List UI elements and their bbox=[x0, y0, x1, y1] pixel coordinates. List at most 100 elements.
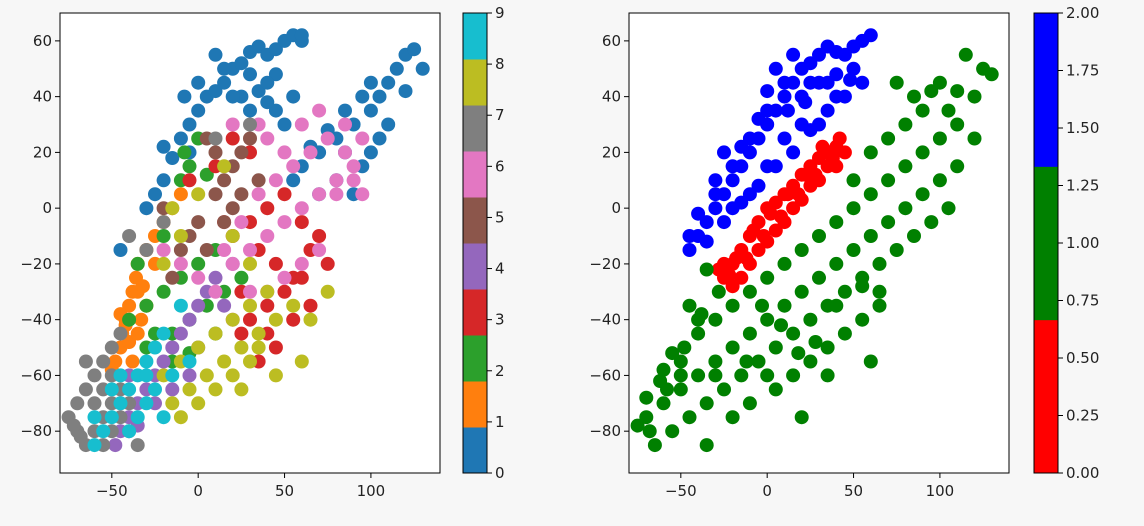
scatter-point-class-1 bbox=[829, 298, 844, 313]
scatter-point-class-5 bbox=[243, 131, 257, 146]
scatter-point-class-1 bbox=[941, 103, 956, 118]
scatter-point-class-1 bbox=[673, 354, 688, 369]
colorbar-tick-label: 0 bbox=[495, 464, 505, 482]
scatter-point-class-0 bbox=[780, 187, 795, 202]
colorbar: 0.00 0.25 0.50 0.75 1.00 1.25 1.50 1.75 2.00 bbox=[1033, 4, 1099, 482]
scatter-point-class-0 bbox=[191, 75, 206, 90]
scatter-point-class-6 bbox=[355, 131, 370, 146]
scatter-point-class-1 bbox=[967, 89, 982, 104]
scatter-point-class-1 bbox=[881, 173, 896, 188]
scatter-point-class-0 bbox=[389, 61, 404, 76]
scatter-point-class-5 bbox=[173, 243, 188, 257]
scatter-point-class-2 bbox=[777, 131, 792, 146]
scatter-point-class-2 bbox=[708, 201, 723, 216]
scatter-point-class-6 bbox=[320, 131, 335, 146]
scatter-point-class-4 bbox=[156, 354, 171, 369]
scatter-point-class-0 bbox=[791, 187, 806, 202]
scatter-point-class-0 bbox=[260, 95, 275, 110]
scatter-point-class-1 bbox=[829, 256, 844, 271]
scatter-point-class-8 bbox=[243, 256, 257, 271]
scatter-point-class-0 bbox=[734, 270, 749, 285]
scatter-point-class-2 bbox=[803, 75, 818, 90]
scatter-point-class-1 bbox=[742, 326, 757, 341]
scatter-point-class-1 bbox=[872, 298, 887, 313]
scatter-point-class-1 bbox=[125, 354, 140, 369]
scatter-point-class-7 bbox=[87, 368, 102, 383]
scatter-point-class-1 bbox=[855, 279, 870, 294]
scatter-point-class-6 bbox=[156, 243, 171, 257]
scatter-point-class-0 bbox=[739, 251, 754, 266]
scatter-point-class-1 bbox=[889, 243, 904, 257]
scatter-point-class-7 bbox=[66, 418, 81, 433]
scatter-point-class-1 bbox=[656, 396, 671, 411]
scatter-point-class-2 bbox=[829, 89, 844, 104]
scatter-point-class-5 bbox=[217, 173, 232, 188]
scatter-point-class-8 bbox=[243, 298, 257, 313]
scatter-point-class-8 bbox=[294, 354, 309, 369]
scatter-point-class-8 bbox=[208, 382, 223, 397]
scatter-point-class-7 bbox=[78, 382, 93, 397]
scatter-point-class-6 bbox=[234, 215, 249, 230]
scatter-point-class-5 bbox=[234, 145, 249, 160]
scatter-point-class-6 bbox=[312, 103, 327, 118]
scatter-point-class-6 bbox=[294, 117, 309, 132]
scatter-point-class-1 bbox=[863, 145, 878, 160]
scatter-point-class-0 bbox=[355, 89, 370, 104]
colorbar-segment-0 bbox=[463, 427, 487, 474]
scatter-point-class-8 bbox=[165, 396, 180, 411]
scatter-point-class-6 bbox=[251, 187, 266, 202]
scatter-point-class-8 bbox=[191, 340, 206, 355]
scatter-point-class-1 bbox=[725, 298, 740, 313]
y-tick-label: 60 bbox=[602, 32, 621, 50]
scatter-point-class-1 bbox=[708, 312, 723, 327]
scatter-point-class-1 bbox=[777, 256, 792, 271]
scatter-point-class-9 bbox=[113, 396, 128, 411]
scatter-point-class-2 bbox=[820, 103, 835, 118]
colorbar-tick-label: 0.00 bbox=[1066, 464, 1099, 482]
scatter-point-class-6 bbox=[329, 187, 344, 202]
scatter-point-class-2 bbox=[803, 56, 818, 71]
scatter-point-class-0 bbox=[243, 103, 257, 118]
scatter-point-class-0 bbox=[182, 117, 197, 132]
y-tick-label: −20 bbox=[20, 255, 52, 273]
scatter-point-class-8 bbox=[234, 340, 249, 355]
x-tick-label: 50 bbox=[275, 482, 294, 500]
scatter-point-class-2 bbox=[786, 145, 801, 160]
scatter-point-class-2 bbox=[139, 298, 154, 313]
scatter-point-class-1 bbox=[872, 284, 887, 299]
scatter-point-class-0 bbox=[268, 67, 283, 82]
scatter-point-class-3 bbox=[294, 215, 309, 230]
scatter-point-class-0 bbox=[217, 75, 232, 90]
scatter-point-class-1 bbox=[803, 312, 818, 327]
scatter-point-class-0 bbox=[768, 195, 783, 210]
scatter-point-class-9 bbox=[113, 368, 128, 383]
y-tick-label: −60 bbox=[589, 366, 621, 384]
scatter-point-class-2 bbox=[177, 145, 192, 160]
scatter-point-class-0 bbox=[156, 139, 171, 154]
scatter-point-class-2 bbox=[699, 215, 714, 230]
colorbar-tick-label: 1.50 bbox=[1066, 119, 1099, 137]
scatter-point-class-2 bbox=[191, 256, 206, 271]
scatter-point-class-1 bbox=[760, 312, 775, 327]
scatter-point-class-0 bbox=[729, 251, 744, 266]
scatter-point-class-6 bbox=[346, 159, 361, 174]
scatter-point-class-1 bbox=[932, 173, 947, 188]
x-tick-label: 0 bbox=[762, 482, 772, 500]
scatter-point-class-9 bbox=[87, 438, 102, 453]
scatter-point-class-6 bbox=[260, 131, 275, 146]
scatter-point-class-8 bbox=[156, 256, 171, 271]
scatter-point-class-2 bbox=[199, 167, 214, 182]
scatter-point-class-1 bbox=[786, 368, 801, 383]
colorbar-frame bbox=[462, 12, 488, 474]
scatter-point-class-3 bbox=[243, 312, 257, 327]
scatter-point-class-1 bbox=[881, 215, 896, 230]
scatter-point-class-1 bbox=[682, 298, 697, 313]
scatter-point-class-0 bbox=[751, 243, 766, 257]
scatter-point-class-1 bbox=[907, 229, 921, 243]
colorbar-tick-label: 3 bbox=[495, 311, 505, 329]
scatter-point-class-6 bbox=[303, 145, 318, 160]
scatter-point-class-0 bbox=[251, 84, 266, 99]
scatter-point-class-1 bbox=[950, 159, 965, 174]
scatter-point-class-8 bbox=[225, 368, 240, 383]
scatter-point-class-1 bbox=[122, 335, 137, 349]
